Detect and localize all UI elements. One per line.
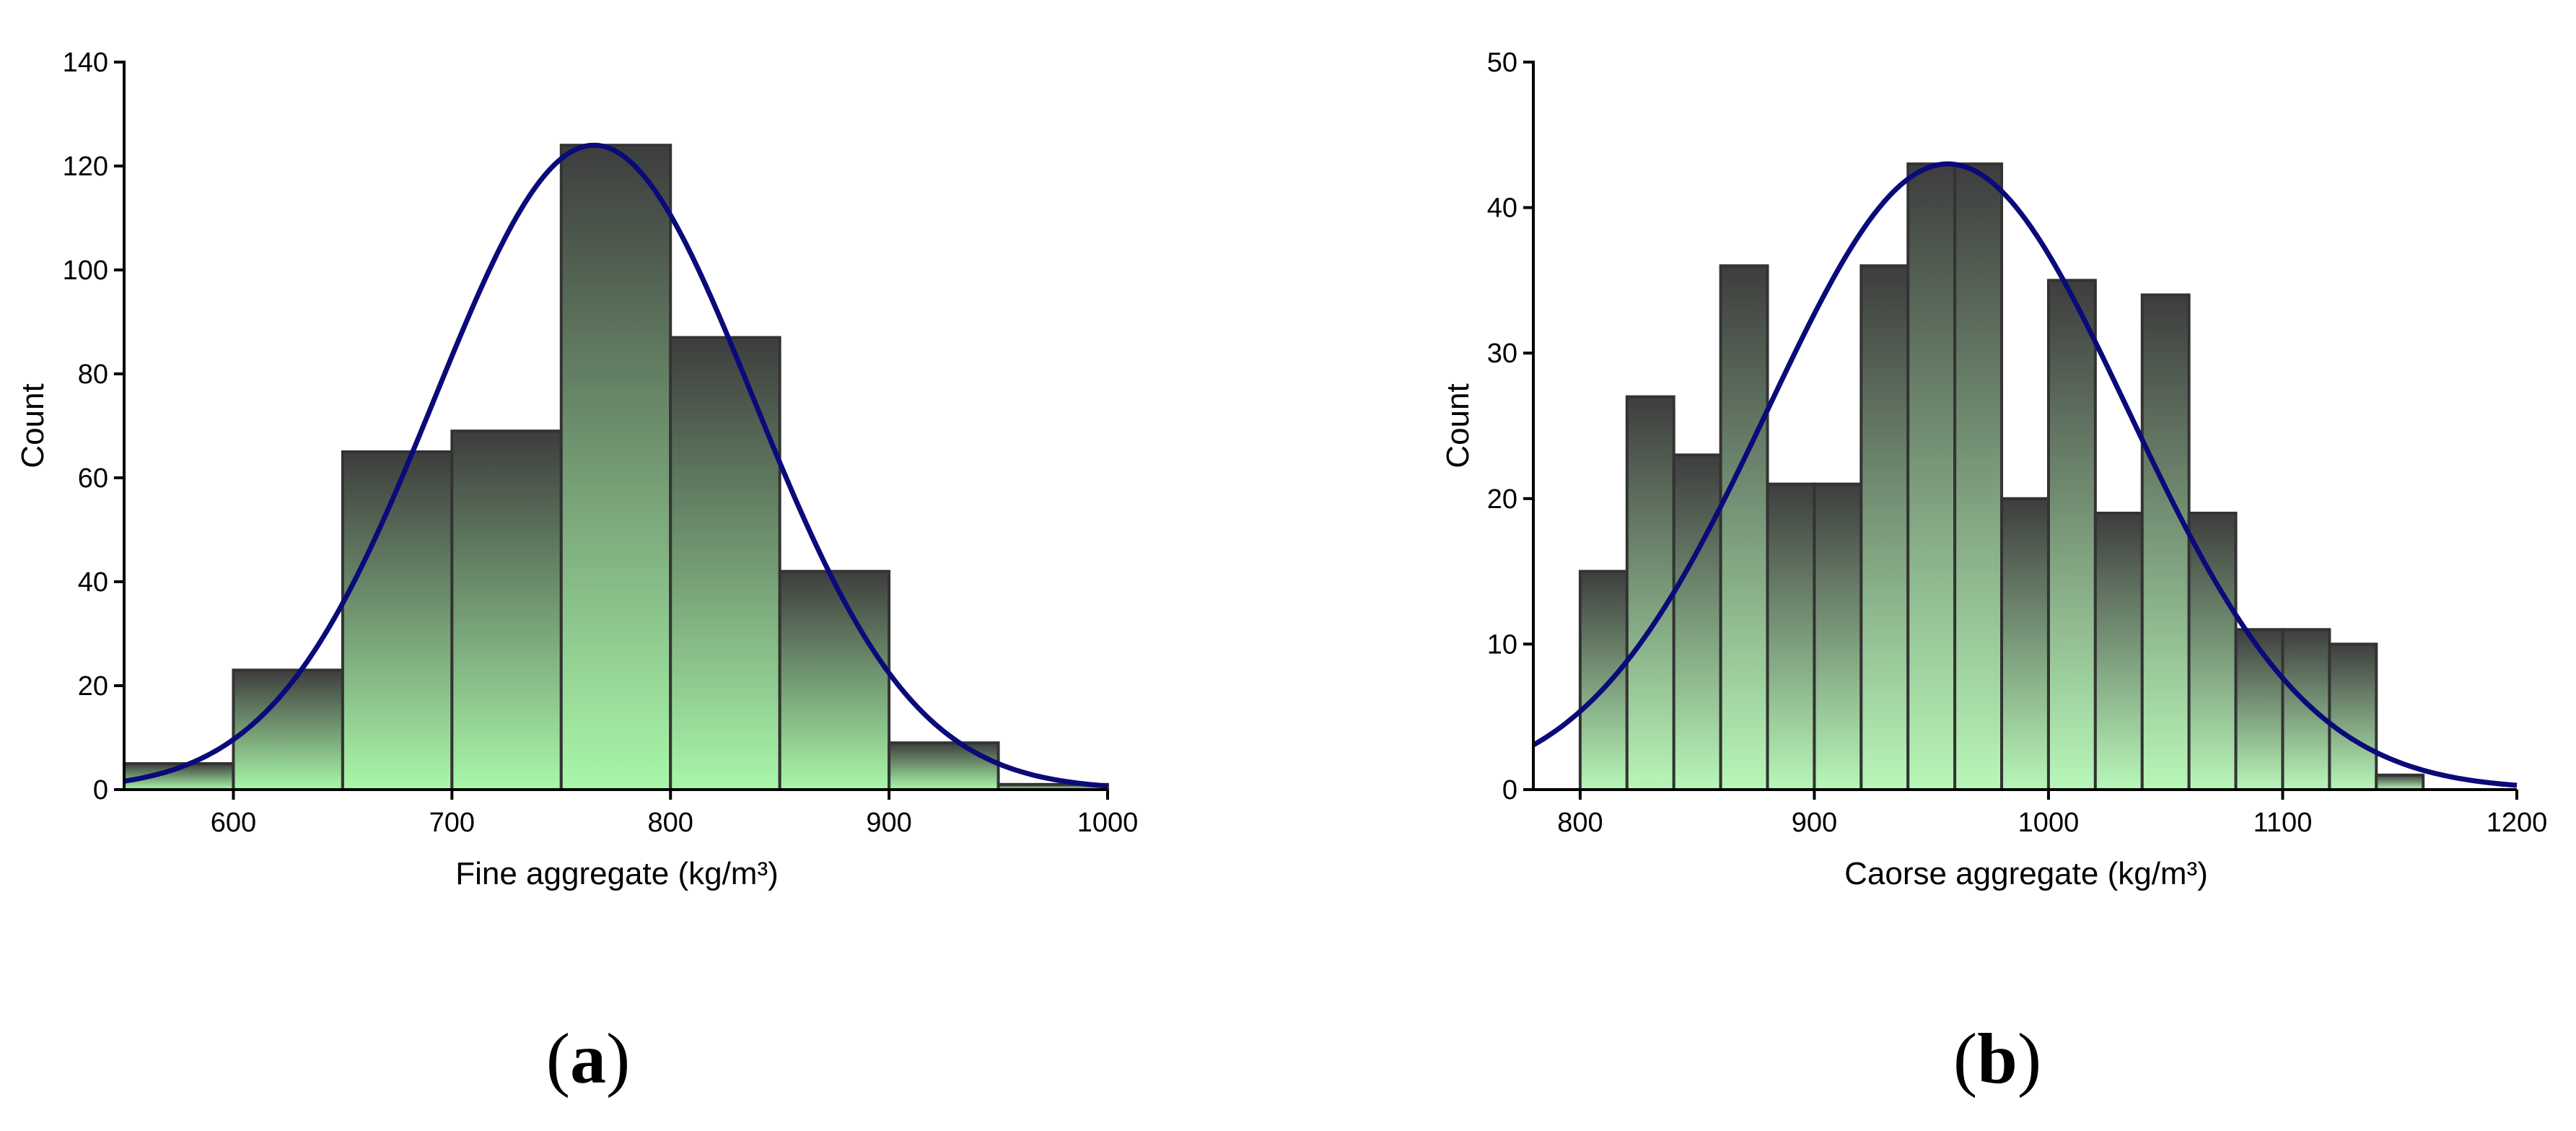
axes-a: 0 20 40 60 80 100 120 140 600 700 800 900 1000 [63,48,1139,838]
y-tick-label: 140 [63,48,108,78]
histogram-bar [2140,293,2191,791]
y-axis-title-b: Count [1440,383,1476,468]
panel-label-a: (a) [546,1018,631,1099]
histogram-bar [1813,482,1863,791]
x-tick-label: 1100 [2253,808,2313,838]
x-tick-label: 700 [429,808,475,838]
histogram-bar [1766,482,1816,791]
y-tick-label: 50 [1487,48,1517,78]
y-tick-label: 80 [78,359,108,390]
bars-a [123,144,1109,792]
x-tick-label: 1200 [2487,808,2548,838]
y-tick-label: 10 [1487,629,1517,660]
histogram-bar [2046,279,2097,791]
histogram-bar [1719,264,1769,791]
histogram-bar [2328,642,2378,792]
histogram-bar [2093,511,2144,792]
histogram-bar [1672,453,1722,791]
normal-curve-a [123,142,1108,789]
y-tick-label: 60 [78,463,108,494]
histogram-bar [669,336,781,792]
x-tick-label: 800 [648,808,693,838]
histogram-bar [2000,497,2050,791]
y-tick-label: 0 [93,775,108,805]
y-tick-label: 120 [63,152,108,182]
histogram-bar [888,741,1000,791]
x-axis-title-b: Caorse aggregate (kg/m³) [1844,856,2208,891]
chart-a: 0 20 40 60 80 100 120 140 600 700 800 900 1000 Fine … [15,48,1138,1099]
y-axis-title-a: Count [15,383,51,468]
y-tick-label: 20 [1487,484,1517,515]
histogram-bar [1953,162,2004,791]
x-tick-label: 600 [211,808,256,838]
histogram-bar [1625,395,1675,791]
chart-b: 0 10 20 30 40 50 800 900 1000 1100 1200 Caorse agg… [1440,48,2547,1099]
histogram-bar [1859,264,1910,791]
x-axis-title-a: Fine aggregate (kg/m³) [455,856,779,891]
histogram-bar [341,450,454,791]
y-tick-label: 30 [1487,339,1517,369]
y-tick-label: 100 [63,256,108,286]
y-tick-label: 40 [78,567,108,598]
y-tick-label: 0 [1502,775,1517,805]
histogram-bar [2375,773,2425,791]
histogram-bar [2234,628,2284,791]
histogram-bar [2187,511,2238,792]
histogram-bar [2281,628,2331,791]
histogram-bar [559,144,673,791]
histogram-bar [778,569,891,791]
x-tick-label: 1000 [2018,808,2080,838]
x-tick-label: 900 [866,808,911,838]
bars-b [1578,162,2425,792]
x-tick-label: 1000 [1077,808,1139,838]
x-tick-label: 800 [1557,808,1603,838]
panel-label-b: (b) [1953,1018,2041,1099]
y-tick-label: 20 [78,671,108,702]
y-tick-label: 40 [1487,193,1517,224]
histogram-bar [450,429,563,791]
x-tick-label: 900 [1792,808,1837,838]
histogram-bar [1906,162,1957,791]
histogram-bar [1578,569,1629,791]
normal-curve-b [1532,161,2518,788]
axes-b: 0 10 20 30 40 50 800 900 1000 1100 1200 [1487,48,2548,838]
